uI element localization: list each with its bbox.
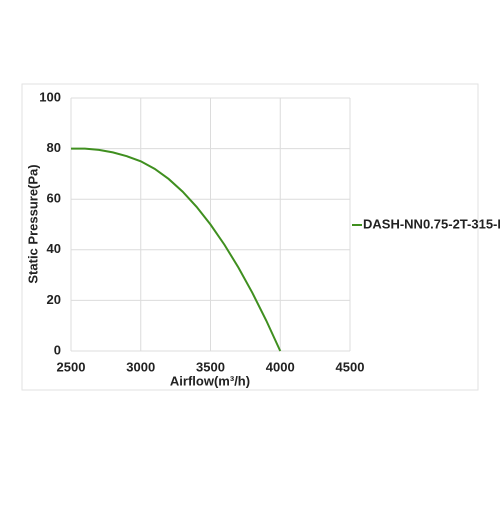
x-axis-label: Airflow(m³/h) <box>170 373 250 388</box>
x-tick-label: 2500 <box>57 359 86 374</box>
y-tick-label: 40 <box>47 241 61 256</box>
x-tick-label: 4500 <box>336 359 365 374</box>
y-tick-label: 60 <box>47 191 61 206</box>
series-line <box>71 147 282 352</box>
y-tick-label: 20 <box>47 292 61 307</box>
chart-frame <box>21 83 479 391</box>
y-axis-label: Static Pressure(Pa) <box>25 164 40 283</box>
legend-label: DASH-NN0.75-2T-315-F300 <box>363 216 500 231</box>
x-tick-label: 4000 <box>266 359 295 374</box>
x-tick-label: 3500 <box>196 359 225 374</box>
y-tick-label: 100 <box>39 89 61 104</box>
y-tick-label: 0 <box>54 342 61 357</box>
y-tick-label: 80 <box>47 140 61 155</box>
x-tick-label: 3000 <box>126 359 155 374</box>
